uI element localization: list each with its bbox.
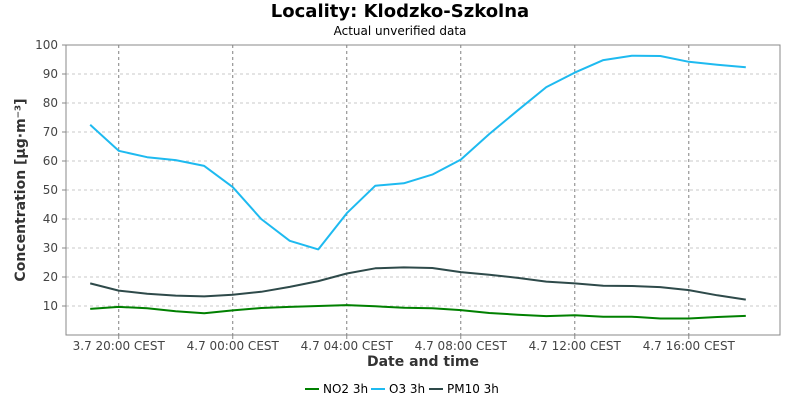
y-tick-label: 70 (43, 125, 58, 139)
series-line-pm10 (89, 266, 746, 301)
y-tick-label: 100 (35, 38, 58, 52)
x-tick-label: 4.7 04:00 CEST (301, 339, 394, 353)
x-tick-label: 3.7 20:00 CEST (73, 339, 166, 353)
series-lines (89, 54, 746, 320)
x-axis: 3.7 20:00 CEST 4.7 00:00 CEST 4.7 04:00 CE… (73, 335, 736, 353)
x-tick-label: 4.7 16:00 CEST (643, 339, 736, 353)
legend: NO2 3h O3 3h PM10 3h (305, 382, 499, 396)
x-tick-label: 4.7 00:00 CEST (187, 339, 280, 353)
y-tick-label: 80 (43, 96, 58, 110)
y-tick-label: 50 (43, 183, 58, 197)
y-tick-label: 60 (43, 154, 58, 168)
chart-subtitle: Actual unverified data (333, 24, 467, 38)
x-tick-label: 4.7 12:00 CEST (529, 339, 622, 353)
y-tick-label: 90 (43, 67, 58, 81)
y-tick-label: 10 (43, 299, 58, 313)
grid-lines (66, 44, 780, 335)
y-tick-label: 30 (43, 241, 58, 255)
y-axis-label: Concentration [µg·m⁻³] (13, 98, 29, 281)
series-line-o3 (89, 54, 746, 251)
y-tick-label: 20 (43, 270, 58, 284)
series-line-no2 (90, 304, 746, 320)
x-axis-label: Date and time (367, 354, 479, 370)
legend-label: PM10 3h (447, 382, 499, 396)
legend-label: O3 3h (389, 382, 425, 396)
y-axis: 10 20 30 40 50 60 70 80 90 100 (35, 38, 66, 313)
chart-title: Locality: Klodzko-Szkolna (270, 1, 530, 22)
y-tick-label: 40 (43, 212, 58, 226)
legend-label: NO2 3h (323, 382, 368, 396)
x-tick-label: 4.7 08:00 CEST (415, 339, 508, 353)
